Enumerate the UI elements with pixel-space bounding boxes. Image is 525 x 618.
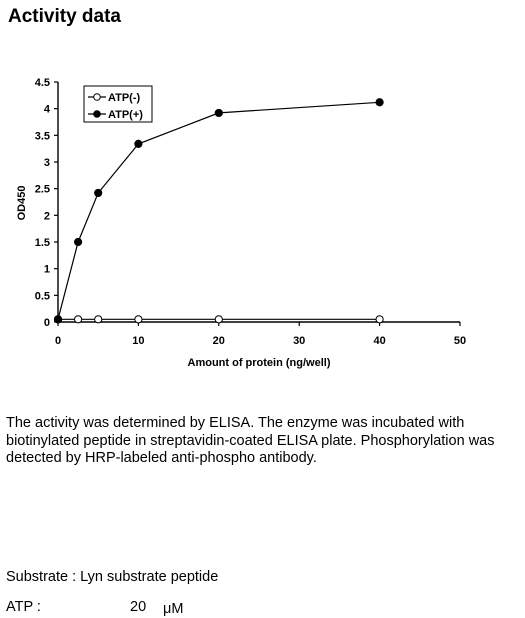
data-point-atp-minus bbox=[375, 315, 384, 324]
chart-axes bbox=[57, 82, 460, 323]
substrate-line: Substrate : Lyn substrate peptide bbox=[6, 569, 218, 586]
data-point-atp-plus bbox=[53, 315, 63, 324]
x-tick-label: 0 bbox=[55, 335, 61, 347]
x-tick-label: 50 bbox=[454, 335, 466, 347]
y-tick-label: 4.5 bbox=[35, 77, 50, 89]
atp-value: 20 bbox=[130, 599, 147, 615]
data-point-atp-minus bbox=[134, 315, 143, 324]
data-point-atp-plus bbox=[134, 139, 143, 148]
page-title: Activity data bbox=[8, 6, 121, 27]
y-tick-label: 0.5 bbox=[35, 290, 50, 302]
atp-label: ATP : bbox=[6, 599, 41, 615]
atp-unit: μM bbox=[163, 601, 184, 617]
substrate-label: Substrate : bbox=[6, 569, 81, 585]
chart-lines bbox=[57, 101, 380, 320]
data-point-atp-minus bbox=[74, 315, 83, 324]
legend-filled-circle-icon bbox=[93, 110, 101, 118]
data-point-atp-plus bbox=[74, 237, 83, 247]
y-tick-label: 1.5 bbox=[35, 237, 50, 249]
data-point-atp-minus bbox=[214, 315, 223, 324]
x-tick-label: 20 bbox=[213, 335, 225, 347]
data-point-atp-plus bbox=[375, 98, 384, 107]
legend-entry-label: ATP(+) bbox=[108, 109, 143, 121]
x-axis-label: Amount of protein (ng/well) bbox=[188, 357, 331, 369]
y-tick-label: 4 bbox=[44, 104, 51, 116]
y-tick-label: 3 bbox=[44, 157, 50, 169]
chart-ticks: 0 0.5 1 1.5 2 2.5 3 3.5 4 4.5 0 10 20 30 40 50 bbox=[35, 77, 466, 347]
x-tick-label: 10 bbox=[132, 335, 144, 347]
description-text: The activity was determined by ELISA. Th… bbox=[6, 415, 495, 466]
data-point-atp-plus bbox=[94, 188, 103, 198]
data-point-atp-minus bbox=[94, 315, 103, 324]
y-axis-label: OD450 bbox=[16, 186, 28, 221]
series-line-atp-plus bbox=[57, 101, 380, 320]
activity-chart: 00.511.522.533.544.50 10 20 30 40 50 ATP(-)AT… bbox=[16, 77, 466, 369]
chart-markers bbox=[53, 98, 384, 324]
x-tick-label: 30 bbox=[293, 335, 305, 347]
legend-open-circle-icon bbox=[93, 93, 101, 101]
y-tick-label: 2.5 bbox=[35, 184, 50, 196]
substrate-value: Lyn substrate peptide bbox=[80, 569, 219, 585]
chart-legend: ATP(-) ATP(+) bbox=[83, 85, 153, 123]
y-tick-label: 2 bbox=[44, 210, 50, 222]
y-tick-label: 3.5 bbox=[35, 130, 50, 142]
legend-entry-label: ATP(-) bbox=[108, 92, 141, 104]
x-tick-label: 40 bbox=[373, 335, 385, 347]
atp-line: ATP : 20 μM bbox=[6, 599, 183, 617]
y-tick-label: 0 bbox=[44, 317, 50, 329]
y-tick-label: 1 bbox=[44, 264, 50, 276]
data-point-atp-plus bbox=[214, 108, 223, 118]
